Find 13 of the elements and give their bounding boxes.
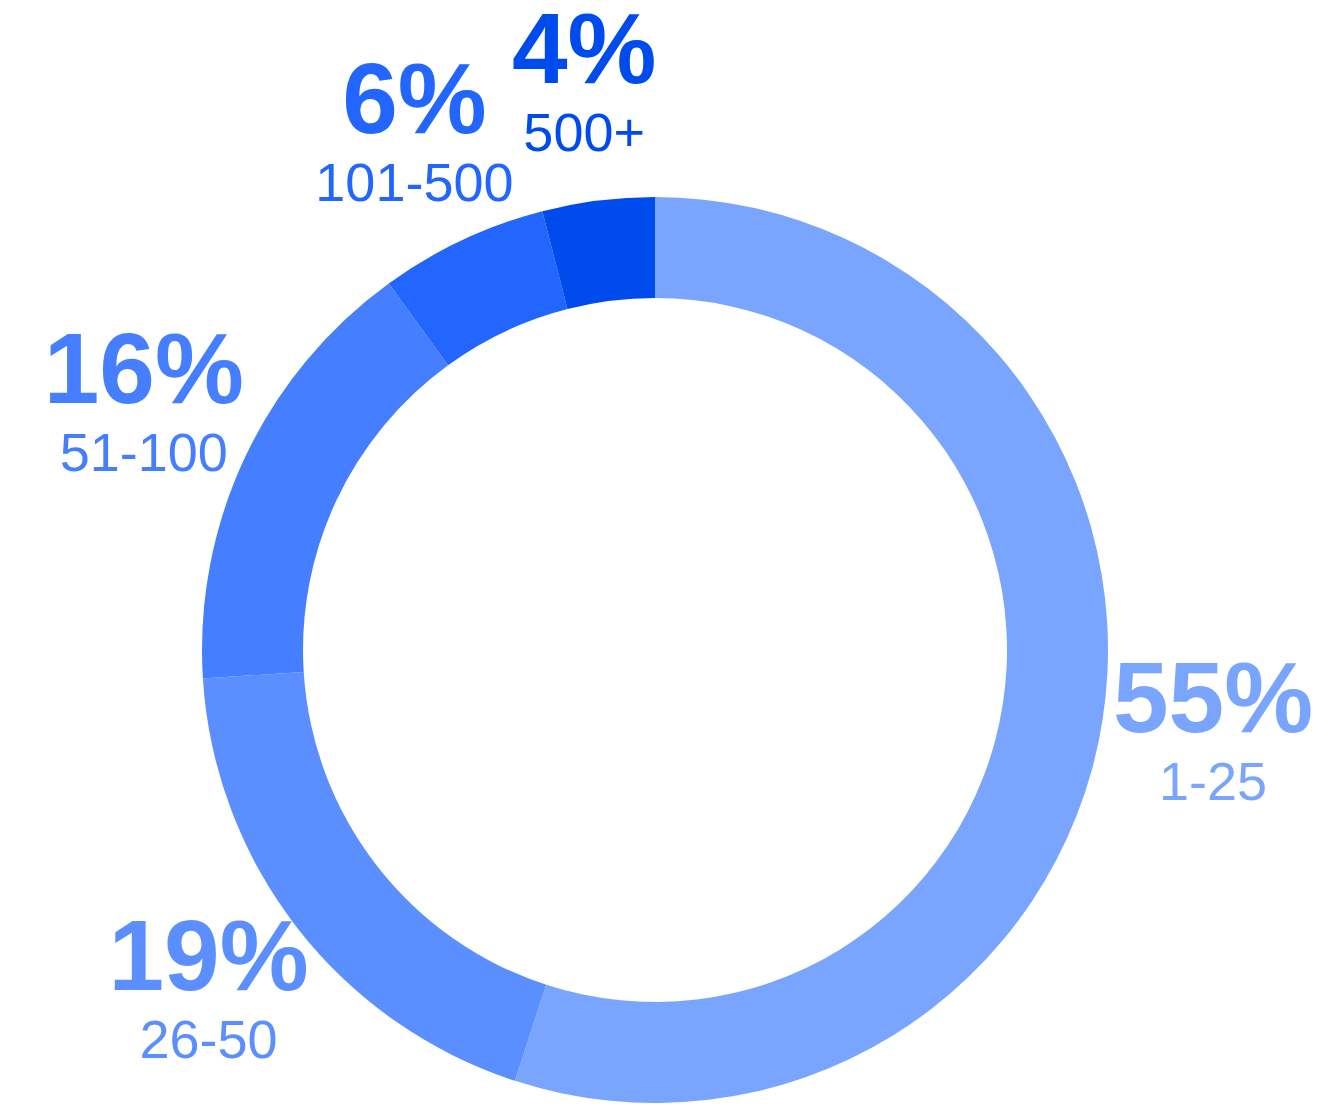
slice-label: 101-500 <box>315 151 514 212</box>
slice-label: 1-25 <box>1159 751 1268 812</box>
donut-slice <box>542 197 655 310</box>
data-label: 4% <box>511 0 657 105</box>
data-label: 55% <box>1112 641 1314 754</box>
data-label: 19% <box>108 899 309 1012</box>
slice-label: 26-50 <box>139 1009 278 1070</box>
data-label: 6% <box>342 41 487 154</box>
donut-slice <box>388 211 568 366</box>
data-label: 16% <box>43 312 244 425</box>
slice-label: 500+ <box>523 102 646 163</box>
donut-slice <box>515 197 1108 1103</box>
slice-label: 51-100 <box>59 422 228 483</box>
